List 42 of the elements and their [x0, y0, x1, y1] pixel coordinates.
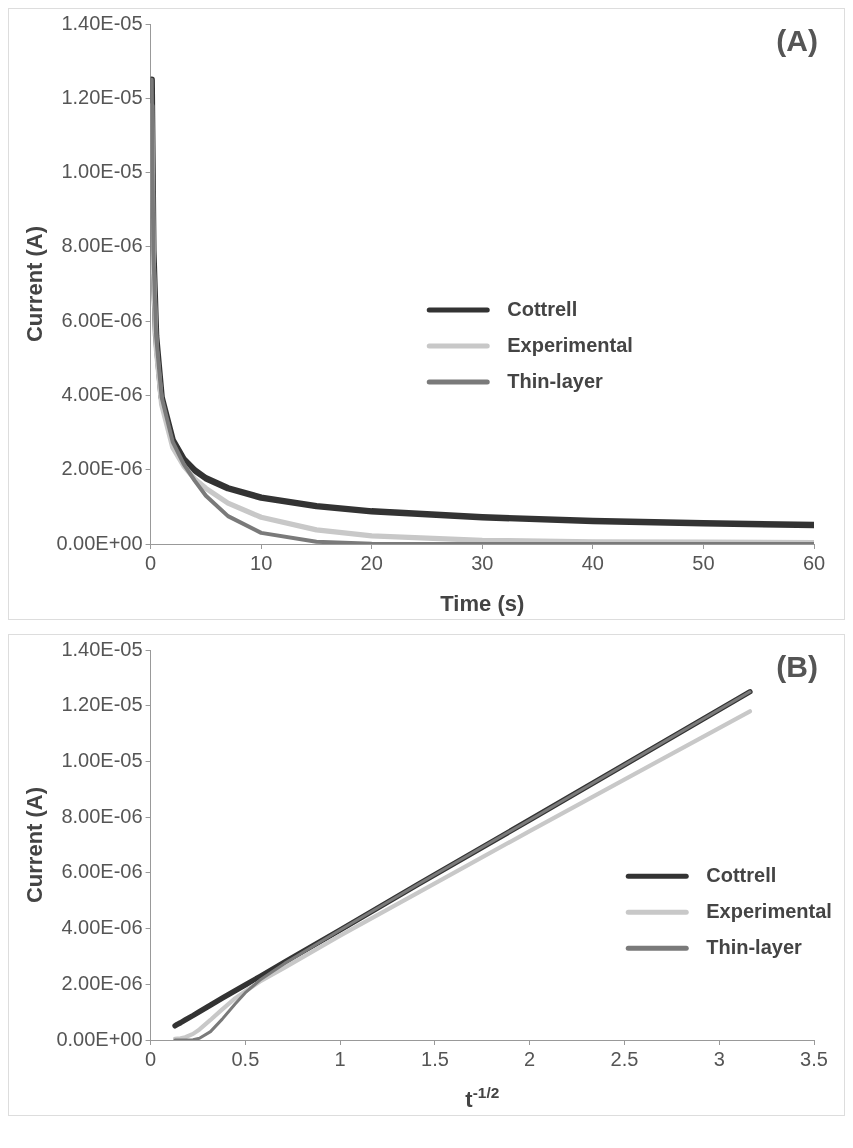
- x-tick-label: 0.5: [231, 1047, 260, 1070]
- y-tick-label: 1.20E-05: [61, 85, 143, 108]
- legend-label: Cottrell: [706, 863, 777, 886]
- y-tick-label: 8.00E-06: [61, 804, 143, 827]
- y-tick-label: 4.00E-06: [61, 382, 143, 405]
- y-tick-label: 0.00E+00: [56, 1027, 143, 1050]
- x-tick-label: 10: [250, 551, 273, 574]
- x-tick-label: 0: [145, 1047, 157, 1070]
- y-tick-label: 2.00E-06: [61, 457, 143, 480]
- x-tick-label: 60: [802, 551, 826, 574]
- x-tick-label: 40: [581, 551, 604, 574]
- x-tick-label: 2.5: [610, 1047, 639, 1070]
- y-axis-title: Current (A): [22, 225, 48, 343]
- y-tick-label: 1.40E-05: [61, 637, 143, 660]
- y-tick-label: 1.00E-05: [61, 160, 143, 183]
- y-tick-label: 0.00E+00: [56, 531, 143, 554]
- legend-label: Experimental: [507, 333, 633, 356]
- y-tick-label: 1.20E-05: [61, 693, 143, 716]
- legend-label: Thin-layer: [507, 369, 604, 392]
- annotation: (B): [776, 650, 818, 684]
- y-tick-label: 2.00E-06: [61, 971, 143, 994]
- x-tick-label: 1: [334, 1047, 346, 1070]
- y-tick-label: 6.00E-06: [61, 860, 143, 883]
- x-tick-label: 20: [360, 551, 383, 574]
- x-tick-label: 30: [471, 551, 494, 574]
- y-tick-label: 1.00E-05: [61, 748, 143, 771]
- y-tick-label: 6.00E-06: [61, 308, 143, 331]
- x-tick-label: 2: [524, 1047, 536, 1070]
- y-axis-title: Current (A): [22, 786, 48, 904]
- y-tick-label: 4.00E-06: [61, 916, 143, 939]
- y-tick-label: 8.00E-06: [61, 234, 143, 257]
- legend-label: Cottrell: [507, 297, 578, 320]
- annotation: (A): [776, 24, 818, 58]
- legend-label: Thin-layer: [706, 935, 803, 958]
- x-axis-title: Time (s): [440, 591, 525, 616]
- y-tick-label: 1.40E-05: [61, 11, 143, 34]
- legend-label: Experimental: [706, 899, 832, 922]
- x-tick-label: 0: [145, 551, 157, 574]
- x-tick-label: 3: [713, 1047, 725, 1070]
- x-tick-label: 1.5: [421, 1047, 449, 1070]
- x-tick-label: 50: [692, 551, 715, 574]
- x-tick-label: 3.5: [800, 1047, 828, 1070]
